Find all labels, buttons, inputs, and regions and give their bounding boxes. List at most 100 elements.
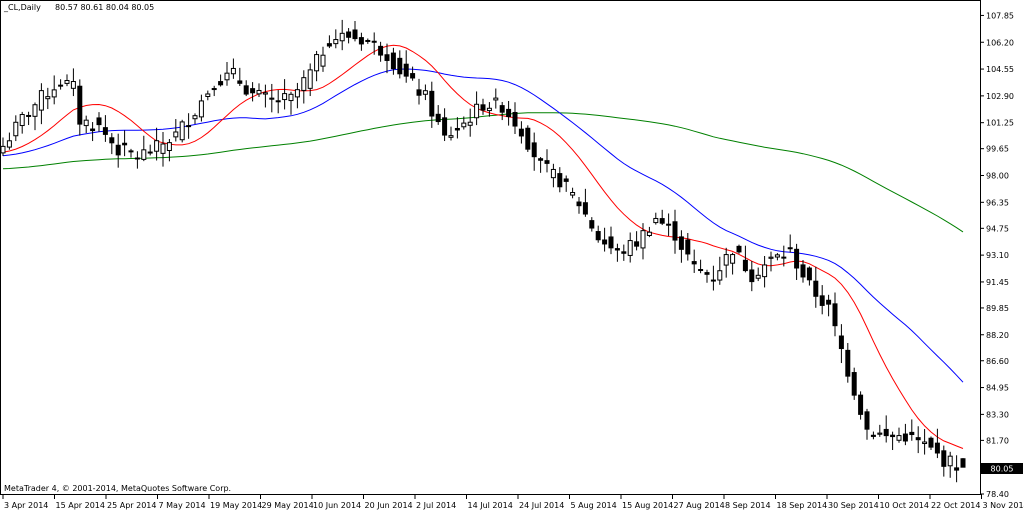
y-tick-label: 88.20 [986,331,1009,340]
bear-candle-body [621,251,627,254]
candle [77,79,83,136]
bull-candle-body [186,125,192,128]
x-tick-label: 25 Apr 2014 [107,501,156,510]
x-tick-label: 19 May 2014 [210,501,262,510]
bull-candle-body [160,143,166,154]
bull-candle-body [467,121,473,126]
candle [179,119,185,143]
candle [589,217,595,232]
candle [563,175,569,192]
candle [51,75,57,105]
bear-candle-body [672,221,678,241]
candle [646,226,652,238]
candle [486,102,492,117]
x-tick-label: 20 Jun 2014 [365,501,413,510]
candle [819,285,825,315]
candle [512,102,518,135]
bull-candle-body [64,80,70,84]
x-tick-label: 5 Aug 2014 [571,501,617,510]
candle [339,19,345,51]
candle [608,226,614,255]
x-tick-label: 15 Apr 2014 [56,501,105,510]
candle [723,247,729,278]
candle [467,108,473,137]
bear-candle-body [819,295,825,306]
candle [768,251,774,272]
bear-candle-body [858,394,864,415]
candle [237,67,243,87]
bull-candle-body [877,432,883,435]
bear-candle-body [454,127,460,131]
mid-moving-average-line [2,68,964,383]
bear-candle-body [832,303,838,327]
y-tick-label: 86.60 [986,357,1009,366]
candle [454,117,460,139]
bull-candle-body [166,142,172,151]
bull-candle-body [6,140,12,148]
bull-candle-body [282,93,288,101]
bull-candle-body [627,240,633,256]
bull-candle-body [646,231,652,236]
candle [173,119,179,142]
bull-candle-body [256,89,262,95]
candle [70,68,76,97]
candle [602,227,608,252]
bull-candle-body [781,256,787,259]
copyright-credit: MetaTrader 4, © 2001-2014, MetaQuotes So… [4,484,231,493]
candle [947,451,953,478]
bull-candle-body [288,93,294,102]
candle [288,91,294,115]
candle [109,133,115,155]
candle [710,265,716,291]
bear-candle-body [582,202,588,215]
candle [0,137,6,157]
y-tick-label: 101.25 [986,119,1014,128]
bull-candle-body [154,140,160,152]
candle [672,209,678,254]
bear-candle-body [134,157,140,160]
bull-candle-body [192,115,198,120]
bear-candle-body [429,90,435,117]
candle [781,245,787,267]
y-tick-label: 104.55 [986,65,1014,74]
x-tick-label: 8 Sep 2014 [725,501,771,510]
candle [64,74,70,87]
candle [128,148,134,158]
y-tick-label: 84.95 [986,384,1009,393]
bear-candle-body [480,104,486,111]
bear-candle-body [742,259,748,272]
bear-candle-body [403,63,409,77]
candle [698,259,704,274]
bear-candle-body [954,467,960,471]
bear-candle-body [813,280,819,297]
bull-candle-body [211,88,217,91]
bear-candle-body [915,437,921,441]
candle [410,66,416,81]
bear-candle-body [794,248,800,269]
bear-candle-body [634,241,640,247]
candle [582,188,588,217]
candle [614,243,620,262]
candle [154,127,160,161]
candle [346,28,352,44]
candle [320,46,326,72]
candle [499,101,505,121]
bull-candle-body [653,217,659,224]
bear-candle-body [410,73,416,79]
candle [806,266,812,286]
candle [576,197,582,214]
bull-candle-body [768,256,774,259]
bear-candle-body [384,54,390,61]
bear-candle-body [435,113,441,123]
x-tick-label: 10 Oct 2014 [880,501,929,510]
bull-candle-body [717,270,723,281]
bear-candle-body [147,151,153,154]
bull-candle-body [947,455,953,467]
bull-candle-body [710,279,716,282]
bear-candle-body [544,160,550,164]
candle [122,130,128,157]
bull-candle-body [58,84,64,87]
candle [570,187,576,199]
bear-candle-body [538,158,544,161]
